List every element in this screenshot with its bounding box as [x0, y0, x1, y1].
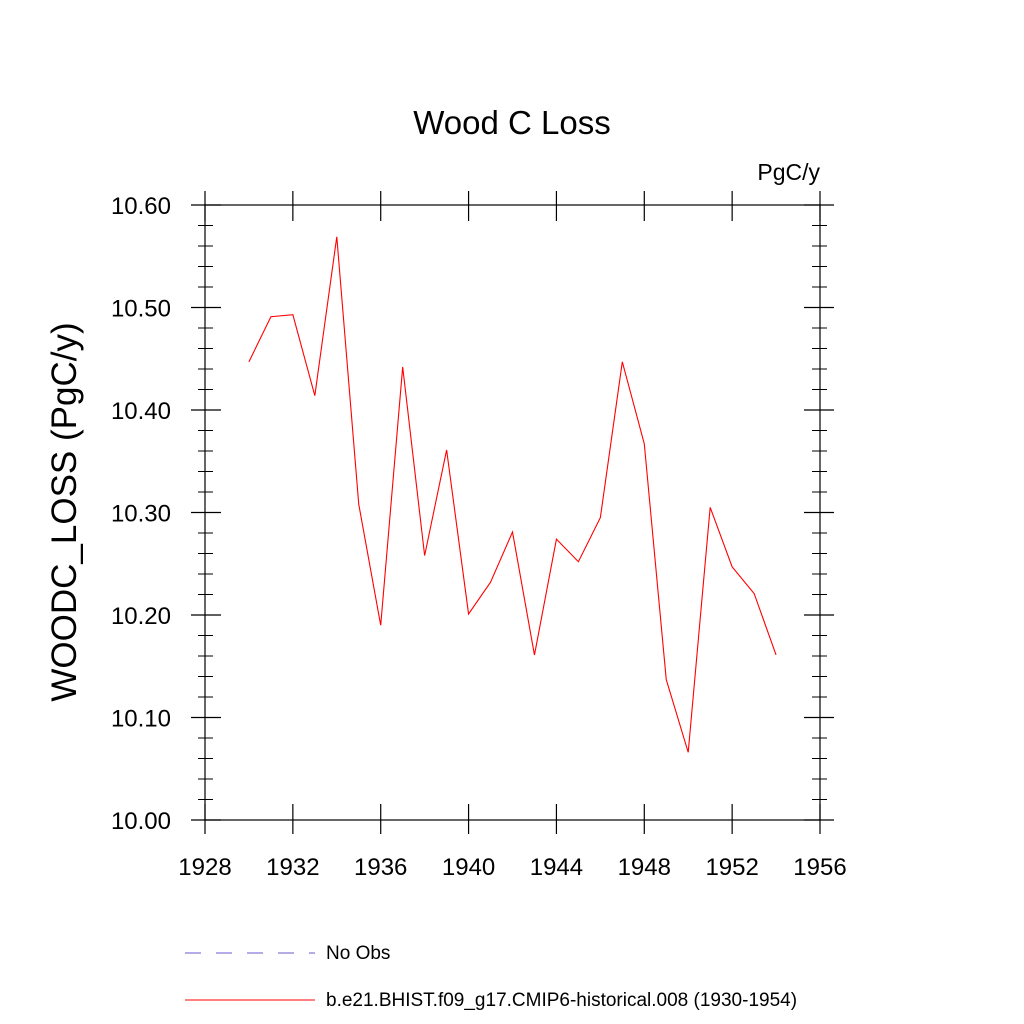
legend-label-historical: b.e21.BHIST.f09_g17.CMIP6-historical.008…	[326, 990, 797, 1011]
x-tick-label: 1940	[442, 854, 495, 881]
x-tick-label: 1944	[530, 854, 583, 881]
y-axis-label: WOODC_LOSS (PgC/y)	[45, 322, 84, 701]
y-tick-label: 10.40	[111, 398, 171, 425]
y-tick-label: 10.00	[111, 808, 171, 835]
legend-label-no-obs: No Obs	[326, 943, 390, 964]
x-axis: 1928 1932 1936 1940 1944 1948 1952 1956	[178, 191, 847, 881]
x-tick-label: 1932	[266, 854, 319, 881]
y-tick-label: 10.30	[111, 501, 171, 528]
chart-title: Wood C Loss	[413, 104, 610, 141]
legend: No Obs b.e21.BHIST.f09_g17.CMIP6-histori…	[185, 943, 797, 1011]
y-tick-label: 10.50	[111, 296, 171, 323]
series-line-historical	[248, 236, 777, 753]
x-tick-label: 1948	[618, 854, 671, 881]
x-tick-label: 1956	[793, 854, 846, 881]
x-tick-label: 1952	[705, 854, 758, 881]
x-tick-label: 1936	[354, 854, 407, 881]
series-layer	[248, 236, 777, 753]
y-tick-label: 10.10	[111, 706, 171, 733]
y-tick-label: 10.20	[111, 603, 171, 630]
plot-frame	[204, 204, 821, 821]
y-tick-label: 10.60	[111, 193, 171, 220]
units-label: PgC/y	[757, 159, 820, 185]
x-tick-label: 1928	[178, 854, 231, 881]
y-axis: 10.00 10.10 10.20 10.30 10.40 10.50 10.60	[111, 193, 834, 835]
